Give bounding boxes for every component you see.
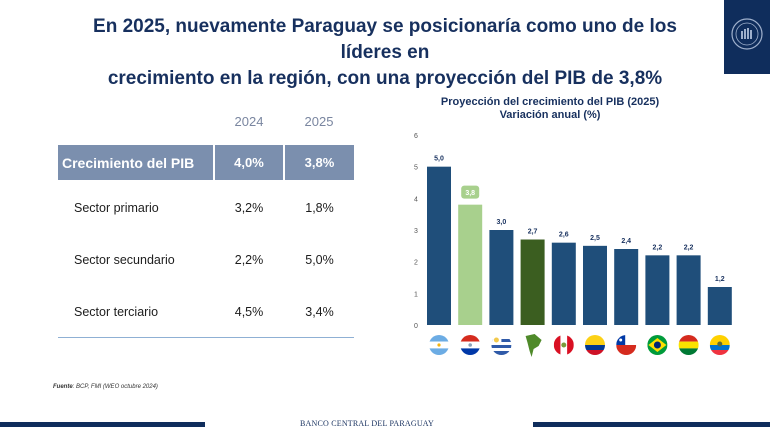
source-note: Fuente: BCP, FMI (WEO octubre 2024) <box>53 384 158 390</box>
bcp-seal-icon <box>731 18 763 50</box>
row-label: Sector secundario <box>74 253 175 267</box>
chart-title: Proyección del crecimiento del PIB (2025… <box>440 96 660 108</box>
pib-label: Crecimiento del PIB <box>58 145 213 180</box>
bar <box>520 239 545 325</box>
bar-value-label: 5,0 <box>434 156 444 163</box>
flag-colombia-icon <box>585 335 605 355</box>
y-tick-label: 3 <box>414 228 418 235</box>
bar-value-label: 1,2 <box>715 276 725 283</box>
bar-value-label: 2,4 <box>621 238 631 245</box>
y-tick-label: 0 <box>414 323 418 330</box>
year-header-2025: 2025 <box>304 114 334 129</box>
flag-chile-icon <box>616 335 637 355</box>
y-tick-label: 5 <box>414 165 418 172</box>
bar <box>551 242 576 325</box>
flag-peru-icon <box>553 335 574 355</box>
title-line-2: crecimiento en la región, con una proyec… <box>107 68 663 89</box>
y-tick-label: 2 <box>414 260 418 267</box>
bar <box>707 287 732 325</box>
bar <box>583 245 607 325</box>
flag-argentina-icon <box>429 335 449 355</box>
table-row: Sector terciario 4,5% 3,4% <box>58 305 354 325</box>
row-label: Sector terciario <box>74 305 159 319</box>
y-tick-label: 4 <box>414 196 418 203</box>
bar <box>614 249 639 325</box>
row-value-2024: 4,5% <box>234 305 264 319</box>
bar-value-label: 3,8 <box>465 190 475 197</box>
source-label: Fuente <box>53 384 73 390</box>
chart-title-block: Proyección del crecimiento del PIB (2025… <box>430 96 670 122</box>
bar <box>645 255 670 325</box>
row-value-2025: 3,4% <box>305 305 334 319</box>
pib-value-2025: 3,8% <box>285 145 354 180</box>
flag-paraguay-icon <box>460 335 481 355</box>
bar <box>427 166 451 325</box>
footer-bar-right <box>533 422 770 427</box>
pib-row: Crecimiento del PIB 4,0% 3,8% <box>58 145 354 180</box>
table-row: Sector secundario 2,2% 5,0% <box>58 253 354 273</box>
south-america-map-icon <box>525 334 542 357</box>
bar-value-label: 2,2 <box>684 244 694 251</box>
source-text: : BCP, FMI (WEO octubre 2024) <box>72 384 158 390</box>
slide-title: En 2025, nuevamente Paraguay se posicion… <box>60 14 710 92</box>
table-bottom-rule <box>58 337 354 338</box>
bar-label-callout <box>461 185 480 199</box>
bar <box>458 204 483 325</box>
flag-ecuador-icon <box>709 335 730 355</box>
logo-block <box>724 0 770 74</box>
chart-subtitle: Variación anual (%) <box>499 109 601 121</box>
pib-value-2024: 4,0% <box>215 145 283 180</box>
bar-value-label: 2,7 <box>528 229 538 236</box>
footer-org-name: BANCO CENTRAL DEL PARAGUAY <box>300 419 435 428</box>
y-tick-label: 6 <box>414 133 418 140</box>
title-line-1: En 2025, nuevamente Paraguay se posicion… <box>93 16 677 63</box>
flag-uruguay-icon <box>491 335 512 355</box>
row-value-2024: 2,2% <box>234 253 264 267</box>
bar-chart: 0 1 2 3 4 5 6 5,0 3,8 3,0 2,7 2,6 2,5 2,4 2,2 2,2 1,2 <box>414 133 732 357</box>
row-label: Sector primario <box>74 201 159 215</box>
bar-value-label: 2,6 <box>559 232 569 239</box>
y-tick-label: 1 <box>414 291 418 298</box>
bar-value-label: 3,0 <box>497 219 507 226</box>
flag-bolivia-icon <box>678 335 699 355</box>
bar-value-label: 2,5 <box>590 235 600 242</box>
row-value-2024: 3,2% <box>234 201 264 215</box>
row-value-2025: 1,8% <box>305 201 334 215</box>
table-row: Sector primario 3,2% 1,8% <box>58 201 354 221</box>
bar <box>489 230 514 325</box>
bar-value-label: 2,2 <box>653 244 663 251</box>
footer-bar-left <box>0 422 205 427</box>
flag-brazil-icon <box>647 335 668 355</box>
bar <box>676 255 701 325</box>
year-header-2024: 2024 <box>234 114 264 129</box>
row-value-2025: 5,0% <box>305 253 334 267</box>
